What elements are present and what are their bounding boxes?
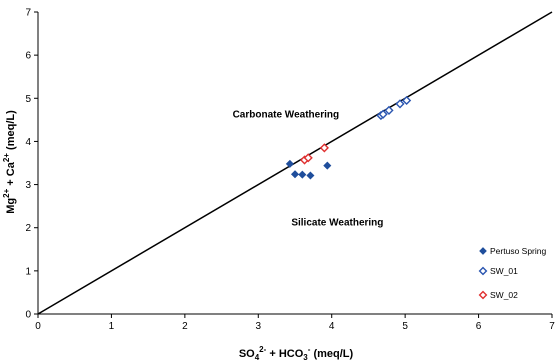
x-tick-label: 4 [329,321,335,332]
legend-marker-1 [479,247,487,255]
y-tick-label: 7 [25,8,31,19]
data-point-series-1 [306,171,315,180]
data-point-series-2 [378,109,388,119]
x-tick-label: 3 [256,321,262,332]
legend-marker-3 [478,290,488,300]
x-axis-title: SO42- + HCO3- (meq/L) [239,345,354,362]
y-tick-label: 6 [25,51,31,62]
data-point-series-2 [384,105,394,115]
data-point-series-1 [290,170,300,179]
data-point-series-3 [319,143,329,153]
legend-label-1: Pertuso Spring [490,246,546,256]
data-points-layer [285,95,412,180]
region-label-2: Silicate Weathering [291,218,383,229]
y-tick-label: 5 [25,94,31,105]
x-tick-label: 7 [549,321,555,332]
reference-line-layer [37,11,553,315]
region-label-1: Carbonate Weathering [233,110,339,121]
x-tick-label: 5 [402,321,408,332]
annotations-layer: Carbonate Weathering Silicate Weathering [233,110,384,229]
data-point-series-1 [285,159,294,168]
legend-marker-2 [478,266,488,276]
data-point-series-2 [395,99,405,109]
x-tick-label: 0 [35,321,41,332]
y-tick-label: 3 [25,180,31,191]
y-tick-label: 4 [25,137,31,148]
one-to-one-line [37,11,553,315]
legend-label-2: SW_01 [490,266,518,276]
legend: Pertuso Spring SW_01 SW_02 [478,246,546,300]
data-point-series-1 [298,170,307,179]
y-tick-label: 0 [25,310,31,321]
x-tick-label: 2 [182,321,188,332]
x-tick-label: 1 [109,321,115,332]
x-tick-label: 6 [476,321,482,332]
y-axis-title: Mg2+ + Ca2+ (meq/L) [2,110,17,214]
y-tick-label: 2 [25,223,31,234]
legend-label-3: SW_02 [490,290,518,300]
data-point-series-3 [303,153,313,163]
y-tick-label: 1 [25,266,31,277]
chart-axes: 0 1 2 3 4 5 6 7 0 1 2 3 4 5 6 7 [25,8,555,333]
data-point-series-1 [323,161,332,170]
data-point-series-2 [402,95,412,106]
